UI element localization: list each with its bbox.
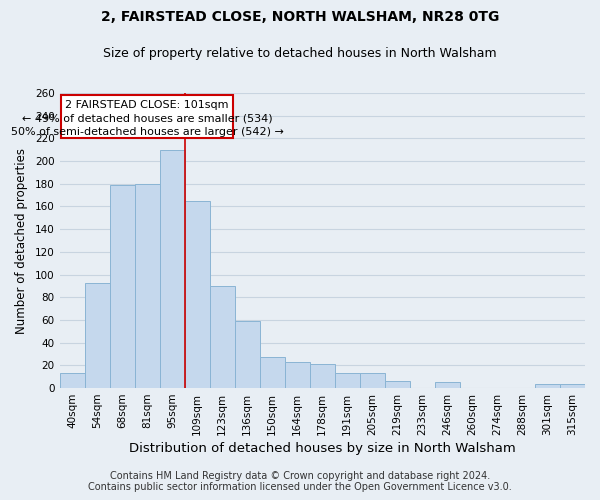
Bar (59, 374, 85, 388)
Text: 50% of semi-detached houses are larger (542) →: 50% of semi-detached houses are larger (… (11, 127, 284, 137)
Bar (360, 374, 385, 388)
Bar (435, 382, 460, 388)
Bar (209, 286, 235, 388)
Text: Size of property relative to detached houses in North Walsham: Size of property relative to detached ho… (103, 48, 497, 60)
Text: ← 49% of detached houses are smaller (534): ← 49% of detached houses are smaller (53… (22, 114, 272, 124)
Bar (535, 384, 560, 388)
Bar (335, 374, 360, 388)
Bar (85, 282, 110, 388)
Bar (285, 362, 310, 388)
Bar (160, 150, 185, 388)
Bar (235, 321, 260, 388)
Text: Contains HM Land Registry data © Crown copyright and database right 2024.: Contains HM Land Registry data © Crown c… (110, 471, 490, 481)
Text: 2, FAIRSTEAD CLOSE, NORTH WALSHAM, NR28 0TG: 2, FAIRSTEAD CLOSE, NORTH WALSHAM, NR28 … (101, 10, 499, 24)
Bar (560, 384, 585, 388)
Bar (185, 201, 209, 388)
Bar (260, 358, 285, 388)
Bar (310, 364, 335, 388)
X-axis label: Distribution of detached houses by size in North Walsham: Distribution of detached houses by size … (129, 442, 515, 455)
Text: 2 FAIRSTEAD CLOSE: 101sqm: 2 FAIRSTEAD CLOSE: 101sqm (65, 100, 229, 110)
Bar (134, 184, 160, 388)
Bar (110, 185, 134, 388)
Y-axis label: Number of detached properties: Number of detached properties (15, 148, 28, 334)
Bar (385, 382, 410, 388)
Text: Contains public sector information licensed under the Open Government Licence v3: Contains public sector information licen… (88, 482, 512, 492)
